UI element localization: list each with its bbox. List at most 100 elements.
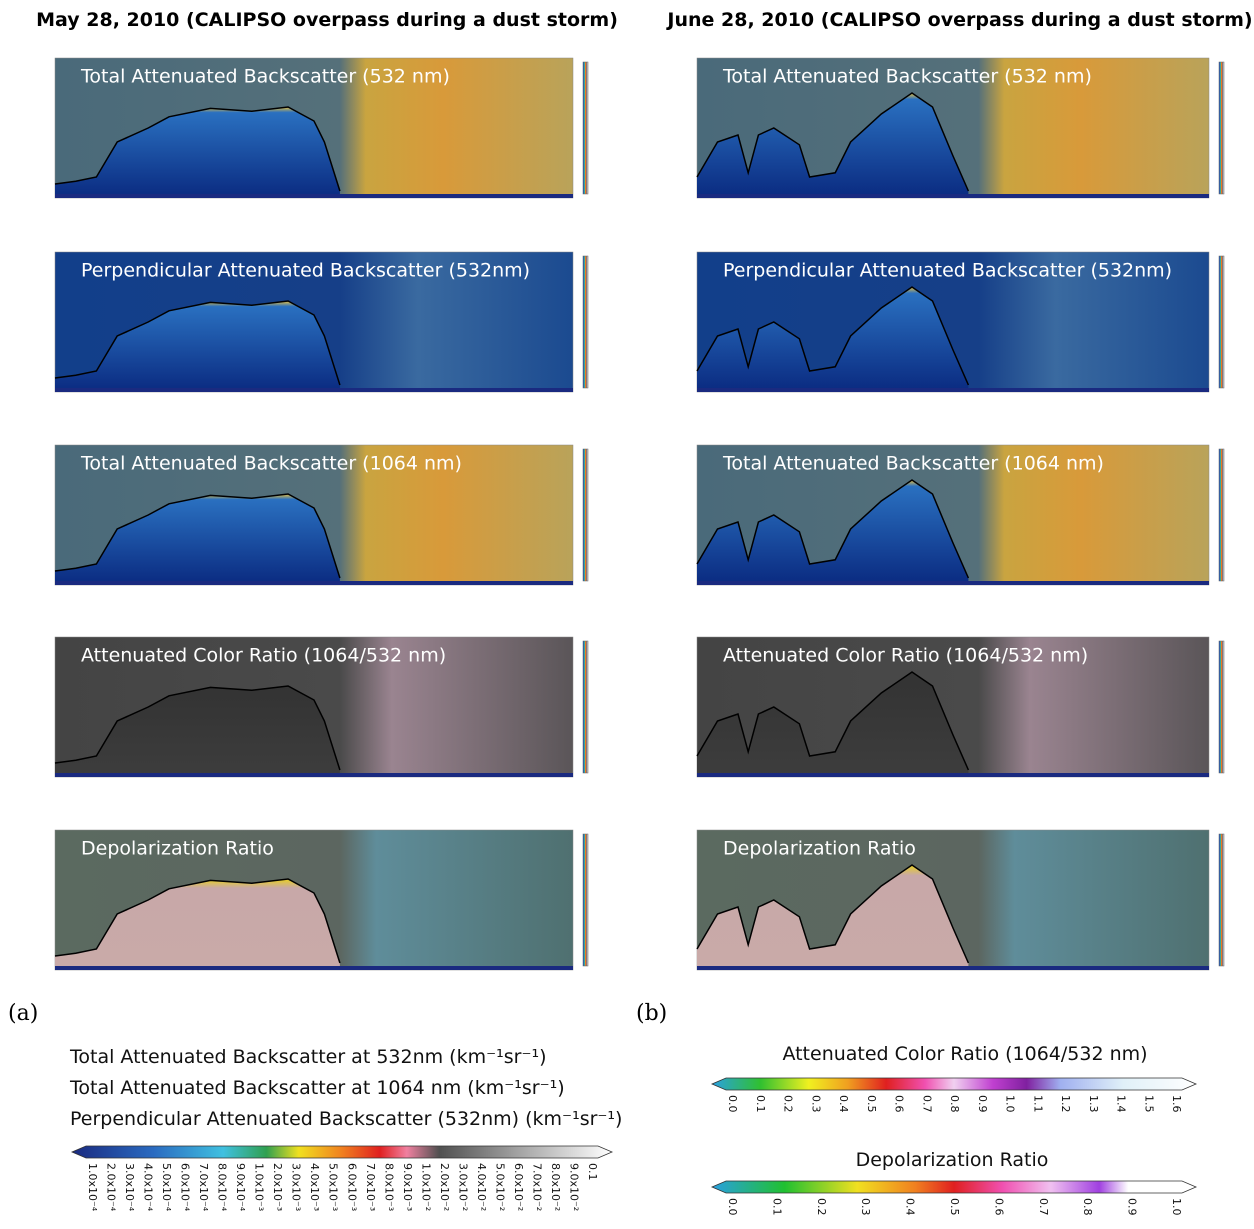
surface-region — [697, 93, 969, 198]
plot: Perpendicular Attenuated Backscatter (53… — [696, 251, 1225, 393]
ground — [697, 194, 1209, 198]
colorbar-tick: 8.0x10⁻³ — [382, 1163, 395, 1211]
surface-line — [696, 864, 970, 964]
colorbar-tick: 7.0x10⁻⁴ — [197, 1163, 210, 1212]
colorbar — [710, 1180, 1198, 1194]
plot-title: Attenuated Color Ratio (1064/532 nm) — [723, 645, 1088, 667]
surface-region — [697, 865, 969, 970]
legend-title: Attenuated Color Ratio (1064/532 nm) — [782, 1043, 1147, 1065]
ground — [55, 966, 573, 970]
legend-line: Total Attenuated Backscatter at 532nm (k… — [69, 1046, 547, 1068]
surface-region — [55, 301, 340, 392]
colorbar-tick: 1.1 — [1031, 1095, 1044, 1113]
side-colorbar — [1218, 448, 1225, 582]
plot-title: Perpendicular Attenuated Backscatter (53… — [81, 260, 530, 282]
colorbar-tick: 1.0x10⁻⁴ — [86, 1163, 99, 1212]
plot-title: Total Attenuated Backscatter (1064 nm) — [722, 453, 1104, 475]
ground — [697, 966, 1209, 970]
plot: Depolarization Ratio — [54, 829, 589, 971]
colorbar-tick: 3.0x10⁻⁴ — [123, 1163, 136, 1212]
colorbar-tick: 0.5 — [865, 1095, 878, 1113]
side-colorbar — [1218, 61, 1225, 195]
colorbar-tick: 0.4 — [904, 1198, 917, 1216]
colorbar-tick: 4.0x10⁻² — [475, 1163, 488, 1211]
colorbar-tick: 3.0x10⁻³ — [290, 1163, 303, 1211]
colorbar-tick: 0.0 — [726, 1198, 739, 1216]
colorbar — [70, 1145, 614, 1159]
colorbar-tick: 1.4 — [1115, 1095, 1128, 1113]
colorbar-tick: 8.0x10⁻² — [549, 1163, 562, 1211]
content: May 28, 2010 (CALIPSO overpass during a … — [8, 9, 1253, 1216]
panel-title: May 28, 2010 (CALIPSO overpass during a … — [36, 9, 618, 31]
colorbar-tick: 6.0x10⁻⁴ — [179, 1163, 192, 1212]
plot: Total Attenuated Backscatter (532 nm) — [696, 57, 1225, 199]
surface-region — [55, 107, 340, 198]
colorbar-tick: 1.5 — [1142, 1095, 1155, 1113]
plot: Attenuated Color Ratio (1064/532 nm) — [696, 636, 1225, 778]
surface-line — [54, 300, 341, 386]
colorbar-tick: 1.0 — [1004, 1095, 1017, 1113]
ground — [55, 773, 573, 777]
side-colorbar — [582, 833, 589, 967]
surface-region — [55, 494, 340, 585]
colorbar — [710, 1077, 1198, 1091]
surface-line — [54, 878, 341, 964]
plot-title: Perpendicular Attenuated Backscatter (53… — [723, 260, 1172, 282]
side-colorbar — [1218, 833, 1225, 967]
colorbar-tick: 0.3 — [859, 1198, 872, 1216]
surface-line — [696, 286, 970, 386]
colorbar-tick: 6.0x10⁻² — [512, 1163, 525, 1211]
colorbar-tick: 9.0x10⁻⁴ — [234, 1163, 247, 1212]
ground — [55, 581, 573, 585]
colorbar-tick: 0.2 — [815, 1198, 828, 1216]
colorbar-tick: 0.8 — [1081, 1198, 1094, 1216]
plot-title: Depolarization Ratio — [723, 838, 916, 860]
surface-line — [54, 493, 341, 579]
colorbar-tick: 4.0x10⁻³ — [308, 1163, 321, 1211]
surface-region — [55, 879, 340, 970]
colorbar-tick: 1.6 — [1170, 1095, 1183, 1113]
surface-region — [697, 287, 969, 392]
colorbar-tick: 7.0x10⁻² — [530, 1163, 543, 1211]
colorbar-tick: 0.9 — [976, 1095, 989, 1113]
plot-title: Total Attenuated Backscatter (532 nm) — [722, 66, 1092, 88]
plot: Depolarization Ratio — [696, 829, 1225, 971]
colorbar-tick: 1.0x10⁻² — [419, 1163, 432, 1211]
ground — [697, 388, 1209, 392]
colorbar-tick: 7.0x10⁻³ — [364, 1163, 377, 1211]
plot-title: Total Attenuated Backscatter (532 nm) — [80, 66, 450, 88]
colorbar-tick: 0.6 — [992, 1198, 1005, 1216]
side-colorbar — [582, 640, 589, 774]
side-colorbar — [1218, 640, 1225, 774]
colorbar-tick: 5.0x10⁻² — [493, 1163, 506, 1211]
panel-label: (a) — [8, 1001, 38, 1026]
colorbar-tick: 5.0x10⁻³ — [327, 1163, 340, 1211]
colorbar-tick: 0.9 — [1126, 1198, 1139, 1216]
colorbar-tick: 0.2 — [782, 1095, 795, 1113]
colorbar-tick: 6.0x10⁻³ — [345, 1163, 358, 1211]
ground — [55, 194, 573, 198]
panel-title: June 28, 2010 (CALIPSO overpass during a… — [665, 9, 1252, 31]
colorbar-tick: 0.0 — [726, 1095, 739, 1113]
colorbar-tick: 0.1 — [586, 1163, 599, 1181]
colorbar-tick: 9.0x10⁻² — [567, 1163, 580, 1211]
colorbar-tick: 1.3 — [1087, 1095, 1100, 1113]
colorbar-tick: 0.7 — [920, 1095, 933, 1113]
plot: Attenuated Color Ratio (1064/532 nm) — [54, 636, 589, 778]
surface-region — [697, 480, 969, 585]
colorbar-tick: 1.0x10⁻³ — [253, 1163, 266, 1211]
colorbar-tick: 0.7 — [1037, 1198, 1050, 1216]
colorbar-tick: 0.1 — [754, 1095, 767, 1113]
surface-line — [696, 671, 970, 771]
colorbar-tick: 2.0x10⁻³ — [271, 1163, 284, 1211]
panel-label: (b) — [636, 1001, 667, 1026]
colorbar-tick: 0.4 — [837, 1095, 850, 1113]
colorbar-tick: 8.0x10⁻⁴ — [216, 1163, 229, 1212]
side-colorbar — [1218, 255, 1225, 389]
colorbar-tick: 1.2 — [1059, 1095, 1072, 1113]
ground — [697, 581, 1209, 585]
surface-line — [696, 479, 970, 579]
legend-title: Depolarization Ratio — [856, 1149, 1049, 1171]
colorbar-tick: 0.8 — [948, 1095, 961, 1113]
